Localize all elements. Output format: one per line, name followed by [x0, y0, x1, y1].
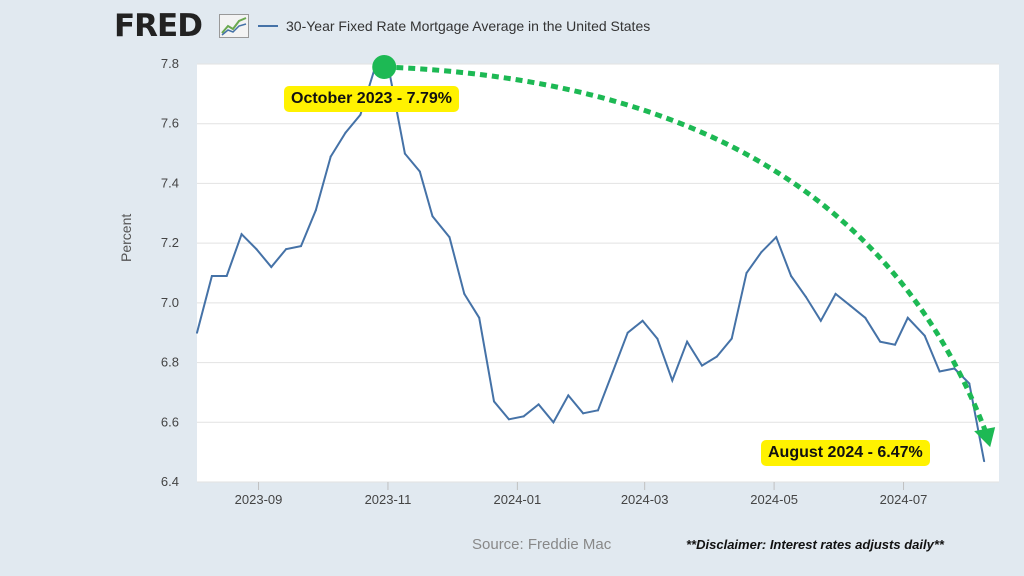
callout-october-2023: October 2023 - 7.79%: [284, 86, 459, 112]
data-point: [403, 152, 406, 155]
x-tick-label: 2024-01: [494, 492, 542, 507]
trend-start-dot: [372, 54, 397, 79]
data-point: [983, 460, 986, 463]
trend-arrow: [384, 64, 989, 434]
y-tick-label: 7.2: [161, 235, 179, 250]
data-point: [804, 295, 807, 298]
x-tick-label: 2023-09: [235, 492, 283, 507]
fred-chart-icon: [219, 14, 249, 38]
x-tick-label: 2024-03: [621, 492, 669, 507]
chart-legend: 30-Year Fixed Rate Mortgage Average in t…: [258, 16, 650, 36]
x-tick-label: 2023-11: [365, 492, 412, 507]
data-point: [582, 412, 585, 415]
data-point: [597, 409, 599, 412]
data-point: [775, 236, 778, 239]
data-point: [730, 337, 733, 340]
x-tick-label: 2024-05: [750, 492, 798, 507]
data-point: [968, 382, 971, 385]
y-tick-label: 6.8: [161, 355, 179, 370]
data-point: [255, 248, 258, 251]
data-point: [611, 370, 614, 373]
data-point: [478, 316, 481, 319]
data-point: [359, 113, 362, 116]
data-point: [641, 319, 644, 322]
data-point: [656, 337, 659, 340]
data-point: [285, 248, 288, 251]
data-point: [864, 316, 867, 319]
y-tick-label: 7.0: [161, 295, 179, 310]
y-tick-label: 7.6: [161, 116, 179, 131]
data-point: [299, 245, 302, 248]
data-point: [507, 418, 510, 421]
series-line: [196, 65, 986, 462]
x-tick-label: 2024-07: [880, 492, 928, 507]
disclaimer-note: **Disclaimer: Interest rates adjusts dai…: [686, 537, 944, 552]
callout-august-2024: August 2024 - 6.47%: [761, 440, 930, 466]
gridlines: [197, 63, 999, 483]
y-tick-label: 7.8: [161, 56, 179, 71]
data-point: [552, 421, 555, 424]
data-point: [567, 394, 570, 397]
data-point: [210, 274, 213, 277]
x-axis-ticks: 2023-09 2023-11 2024-01 2024-03 2024-05 2024-…: [235, 482, 928, 507]
plot-area: [197, 64, 999, 482]
data-point: [760, 251, 763, 254]
data-point: [626, 331, 629, 334]
legend-label: 30-Year Fixed Rate Mortgage Average in t…: [286, 18, 651, 34]
data-point: [270, 266, 273, 269]
y-axis-title: Percent: [118, 213, 134, 262]
data-point: [953, 367, 956, 370]
data-point: [834, 292, 837, 295]
data-point: [240, 233, 243, 236]
data-point: [700, 364, 703, 367]
y-tick-label: 7.4: [161, 175, 179, 190]
data-point: [790, 274, 793, 277]
data-point: [463, 292, 466, 295]
data-point: [225, 274, 228, 277]
data-point: [448, 236, 451, 239]
trend-arrowhead: [974, 427, 996, 448]
data-point: [906, 316, 909, 319]
data-point: [671, 379, 674, 382]
data-point: [196, 331, 198, 334]
data-point: [923, 334, 926, 337]
data-point: [329, 155, 332, 158]
y-axis-ticks: 6.4 6.6 6.8 7.0 7.2 7.4 7.6 7.8: [161, 56, 179, 489]
fred-logo: FRED: [114, 8, 203, 44]
data-point: [715, 355, 718, 358]
data-point: [418, 170, 421, 173]
data-point: [493, 400, 496, 403]
data-point: [938, 370, 941, 373]
data-point: [819, 319, 822, 322]
y-tick-label: 6.6: [161, 414, 179, 429]
data-point: [745, 272, 748, 274]
data-point: [522, 415, 525, 418]
data-point: [849, 304, 852, 307]
data-point: [344, 131, 347, 134]
data-point: [879, 340, 882, 343]
y-tick-label: 6.4: [161, 474, 179, 489]
legend-swatch: [258, 25, 278, 27]
data-point: [431, 215, 434, 218]
data-point: [894, 343, 897, 346]
data-point: [686, 340, 689, 343]
data-point: [537, 403, 540, 406]
source-note: Source: Freddie Mac: [472, 536, 612, 553]
data-point: [314, 209, 317, 212]
